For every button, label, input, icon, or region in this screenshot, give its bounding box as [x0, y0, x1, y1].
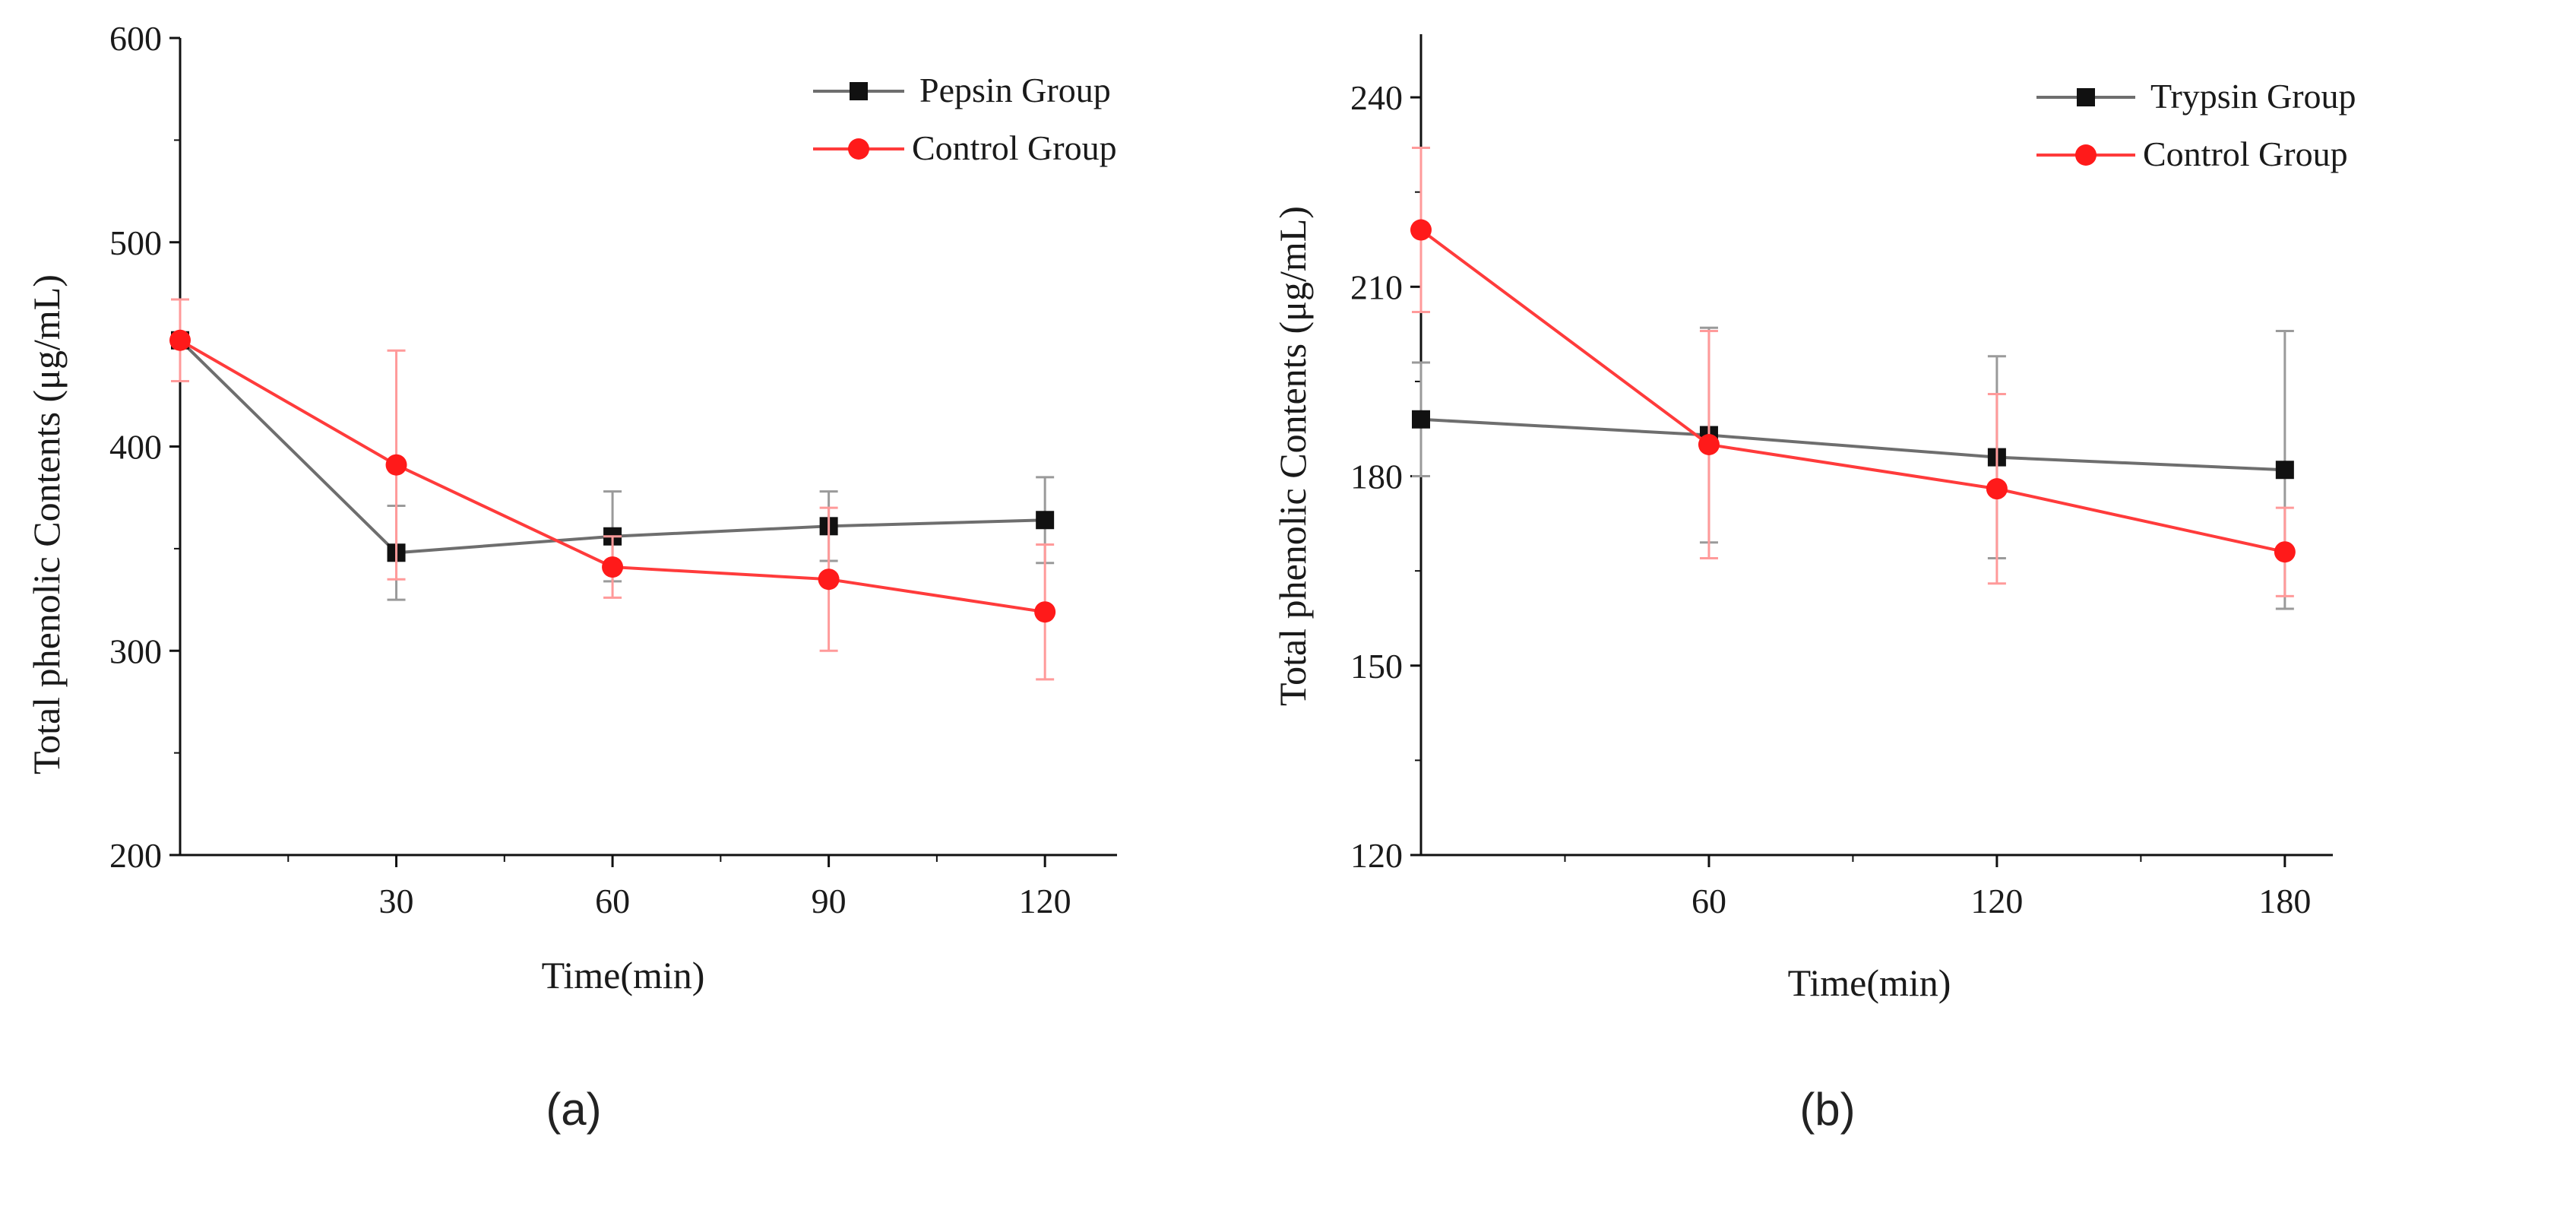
chart-b-panel-label: (b) — [1799, 1084, 1855, 1135]
chart-a-xlabel: Time(min) — [542, 954, 705, 996]
series-line — [1420, 417, 2285, 472]
y-tick-label: 120 — [1350, 836, 1403, 875]
y-tick-label: 400 — [109, 428, 162, 467]
legend-b-label-control: Control Group — [2143, 135, 2348, 173]
data-point — [1986, 478, 2008, 500]
series-control-group — [1410, 147, 2296, 597]
data-point — [1036, 511, 1055, 530]
data-point — [1412, 410, 1430, 429]
chart-a-series — [169, 298, 1056, 681]
series-line — [1419, 228, 2286, 554]
legend-a-label-pepsin: Pepsin Group — [919, 71, 1111, 109]
legend-a-marker-pepsin — [850, 82, 868, 100]
y-tick-label: 600 — [109, 19, 162, 58]
x-tick-label: 90 — [812, 882, 847, 920]
y-tick-label: 210 — [1350, 268, 1403, 306]
y-tick-label: 240 — [1350, 78, 1403, 117]
chart-a-panel-label: (a) — [546, 1084, 601, 1135]
chart-panel-a: 200 300 400 500 600 30 60 90 120 Time(min) Total… — [25, 19, 1117, 1135]
data-point — [385, 454, 407, 476]
y-tick-label: 150 — [1350, 647, 1403, 686]
data-point — [818, 568, 840, 591]
chart-b-ylabel: Total phenolic Contents (μg/mL) — [1271, 206, 1314, 706]
chart-b-series — [1410, 147, 2296, 610]
y-tick-label: 180 — [1350, 458, 1403, 496]
data-point — [169, 329, 191, 351]
data-point — [1410, 219, 1432, 241]
x-tick-label: 120 — [1970, 882, 2023, 920]
x-tick-label: 30 — [379, 882, 414, 920]
x-tick-label: 60 — [595, 882, 630, 920]
data-point — [2275, 461, 2294, 480]
legend-a-label-control: Control Group — [912, 128, 1117, 167]
x-tick-label: 120 — [1019, 882, 1071, 920]
legend-b-marker-trypsin — [2077, 88, 2095, 106]
chart-b-xlabel: Time(min) — [1788, 961, 1951, 1004]
data-point — [602, 556, 624, 578]
series-control-group — [169, 298, 1056, 681]
legend-b-label-trypsin: Trypsin Group — [2150, 77, 2356, 116]
data-point — [2274, 541, 2296, 563]
series-trypsin-group — [1412, 326, 2294, 610]
y-tick-label: 200 — [109, 836, 162, 875]
chart-b-legend: Trypsin Group Control Group — [2036, 77, 2356, 173]
legend-b-marker-control — [2075, 144, 2097, 166]
data-point — [1698, 434, 1720, 455]
y-tick-label: 300 — [109, 632, 162, 670]
chart-a-legend: Pepsin Group Control Group — [813, 71, 1117, 167]
legend-a-marker-control — [848, 138, 869, 160]
chart-panel-b: 120 150 180 210 240 60 120 180 Time(min) Total … — [1271, 34, 2356, 1135]
chart-a-axes: 200 300 400 500 600 30 60 90 120 — [109, 19, 1117, 920]
y-tick-label: 500 — [109, 223, 162, 262]
x-tick-label: 60 — [1691, 882, 1726, 920]
x-tick-label: 180 — [2258, 882, 2311, 920]
chart-a-ylabel: Total phenolic Contents (μg/mL) — [25, 274, 68, 774]
data-point — [1034, 601, 1056, 623]
